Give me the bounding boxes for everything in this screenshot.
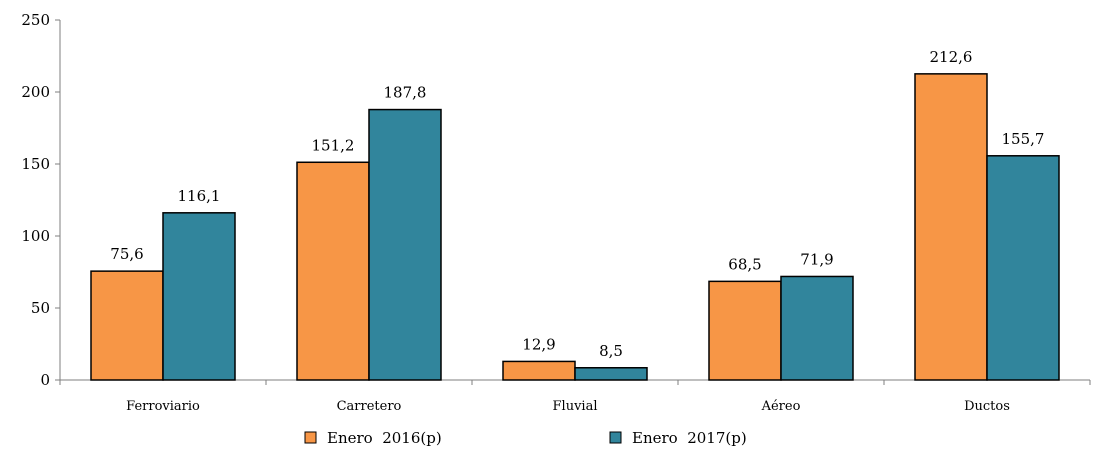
data-label: 75,6 — [110, 245, 143, 263]
x-tick-label: Carretero — [337, 399, 402, 414]
bar-fluvial-series-1 — [502, 360, 576, 381]
bar-ductos-series-1 — [914, 73, 988, 381]
x-tick-label: Ferroviario — [126, 399, 200, 414]
data-label: 155,7 — [1002, 130, 1045, 148]
bar-ferroviario-series-2 — [162, 212, 236, 381]
data-labels: 75,6 116,1 151,2 187,8 12,9 8,5 68,5 71,9 212,6 1… — [110, 48, 1044, 360]
y-tick-label: 50 — [31, 299, 50, 317]
data-label: 12,9 — [522, 335, 555, 353]
bar-aereo-series-2 — [780, 275, 854, 381]
data-label: 116,1 — [178, 187, 221, 205]
legend-swatch — [304, 431, 317, 444]
legend-swatch — [609, 431, 622, 444]
bar-ferroviario-series-1 — [90, 270, 164, 381]
data-label: 151,2 — [312, 136, 355, 154]
bar-fluvial-series-2 — [574, 367, 648, 381]
y-tick-label: 250 — [21, 11, 50, 29]
y-tick-label: 200 — [21, 83, 50, 101]
legend-label: Enero 2017(p) — [632, 429, 747, 447]
legend: Enero 2016(p) Enero 2017(p) — [304, 429, 747, 447]
bars — [90, 73, 1060, 381]
y-tick-label: 0 — [40, 371, 50, 389]
data-label: 68,5 — [728, 255, 761, 273]
legend-label: Enero 2016(p) — [327, 429, 442, 447]
bar-ductos-series-2 — [986, 155, 1060, 381]
data-label: 8,5 — [599, 342, 623, 360]
y-tick-label: 100 — [21, 227, 50, 245]
data-label: 187,8 — [384, 84, 427, 102]
x-tick-label: Aéreo — [761, 399, 801, 414]
x-axis: Ferroviario Carretero Fluvial Aéreo Ductos — [59, 379, 1091, 414]
data-label: 71,9 — [800, 250, 833, 268]
y-axis: 0 50 100 150 200 250 — [21, 11, 61, 389]
bar-aereo-series-1 — [708, 280, 782, 381]
bar-carretero-series-1 — [296, 161, 370, 381]
y-tick-label: 150 — [21, 155, 50, 173]
data-label: 212,6 — [930, 48, 973, 66]
bar-carretero-series-2 — [368, 108, 442, 381]
x-tick-label: Fluvial — [553, 399, 598, 414]
x-tick-label: Ductos — [964, 399, 1010, 414]
